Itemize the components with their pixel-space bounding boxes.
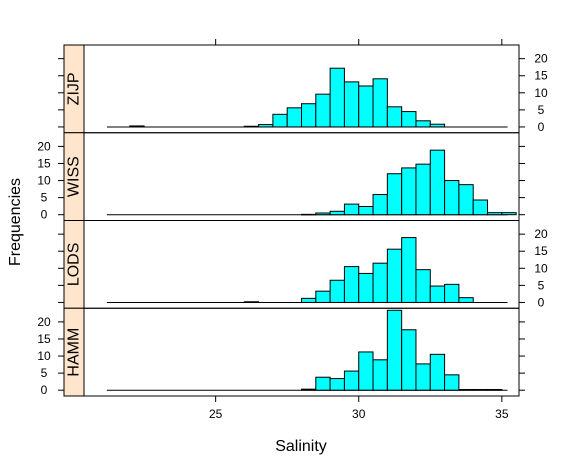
bar-zijp — [301, 103, 317, 128]
strip-label-wiss: WISS — [66, 156, 83, 197]
y-tick-label-hamm: 0 — [41, 383, 48, 397]
bar-wiss — [343, 203, 360, 216]
bar-wiss — [315, 212, 331, 216]
bar-wiss — [415, 163, 431, 216]
bar-lods — [401, 237, 417, 303]
bar-wiss — [487, 212, 503, 216]
y-tick-label-hamm: 5 — [41, 366, 48, 380]
bar-zijp — [343, 81, 360, 128]
x-tick-label: 30 — [352, 407, 366, 421]
bar-lods — [343, 266, 360, 303]
bar-hamm — [343, 370, 360, 391]
y-tick-label-hamm: 15 — [37, 332, 51, 346]
y-tick-label-wiss: 15 — [37, 156, 51, 170]
bar-lods — [372, 262, 388, 303]
y-tick-label-lods: 5 — [538, 278, 545, 292]
bar-zijp — [429, 123, 446, 128]
bar-hamm — [487, 389, 503, 391]
bar-zijp — [358, 85, 374, 128]
bar-zijp — [272, 113, 288, 128]
bar-wiss — [401, 167, 417, 216]
bar-hamm — [444, 374, 460, 391]
y-tick-label-wiss: 5 — [41, 191, 48, 205]
y-tick-label-hamm: 20 — [37, 315, 51, 329]
bar-lods — [243, 301, 260, 303]
bar-hamm — [429, 353, 446, 391]
y-tick-label-lods: 0 — [538, 295, 545, 309]
bar-hamm — [372, 359, 388, 391]
bar-wiss — [386, 173, 403, 216]
bar-lods — [458, 297, 474, 303]
bar-lods — [429, 285, 446, 303]
bar-lods — [301, 297, 317, 303]
bar-wiss — [429, 149, 446, 216]
bar-wiss — [372, 194, 388, 216]
bar-wiss — [458, 184, 474, 216]
bar-hamm — [329, 378, 345, 391]
bar-zijp — [286, 107, 303, 128]
strip-label-lods: LODS — [66, 243, 83, 287]
bar-zijp — [415, 120, 431, 128]
axes-group: 0 5 10 15 20 0 5 10 15 20 0 5 10 15 20 0 5 10 15 20 25 30 35 — [37, 39, 548, 421]
y-tick-label-lods: 10 — [534, 261, 548, 275]
bar-zijp — [315, 93, 331, 128]
bar-hamm — [301, 388, 317, 391]
bar-lods — [329, 279, 345, 303]
bar-wiss — [472, 199, 489, 216]
y-tick-label-zijp: 20 — [534, 52, 548, 66]
panels-group: ZIJP WISS LODS HAMM — [63, 44, 520, 397]
bar-wiss — [501, 212, 517, 216]
strip-label-hamm: HAMM — [66, 328, 83, 377]
bar-hamm — [386, 309, 403, 391]
y-tick-label-zijp: 15 — [534, 69, 548, 83]
bar-wiss — [329, 210, 345, 216]
y-tick-label-zijp: 5 — [538, 103, 545, 117]
y-tick-label-lods: 20 — [534, 227, 548, 241]
bar-hamm — [401, 329, 417, 391]
bar-zijp — [386, 106, 403, 128]
panel-frame-hamm — [83, 307, 520, 397]
bar-lods — [444, 283, 460, 303]
bar-hamm — [315, 376, 331, 391]
y-tick-label-zijp: 10 — [534, 86, 548, 100]
bar-lods — [386, 248, 403, 303]
strip-label-zijp: ZIJP — [66, 72, 83, 105]
bar-wiss — [301, 213, 317, 216]
bar-zijp — [129, 125, 145, 128]
y-tick-label-wiss: 20 — [37, 139, 51, 153]
bar-zijp — [372, 78, 388, 128]
bar-hamm — [458, 389, 474, 391]
bar-hamm — [358, 351, 374, 391]
x-tick-label: 25 — [209, 407, 223, 421]
bar-wiss — [444, 180, 460, 216]
bar-zijp — [243, 125, 260, 128]
bar-zijp — [329, 67, 345, 128]
bar-lods — [415, 269, 431, 303]
y-tick-label-lods: 15 — [534, 244, 548, 258]
bar-zijp — [258, 124, 274, 128]
bar-lods — [358, 272, 374, 303]
x-tick-label: 35 — [495, 407, 509, 421]
y-tick-label-zijp: 0 — [538, 120, 545, 134]
bar-zijp — [401, 111, 417, 128]
y-tick-label-wiss: 10 — [37, 174, 51, 188]
bar-lods — [315, 290, 331, 303]
y-tick-label-hamm: 10 — [37, 349, 51, 363]
bar-hamm — [415, 363, 431, 391]
y-tick-label-wiss: 0 — [41, 208, 48, 222]
x-axis-label: Salinity — [275, 438, 327, 455]
y-axis-label: Frequencies — [7, 178, 24, 266]
bar-hamm — [472, 389, 489, 391]
bar-wiss — [358, 206, 374, 216]
